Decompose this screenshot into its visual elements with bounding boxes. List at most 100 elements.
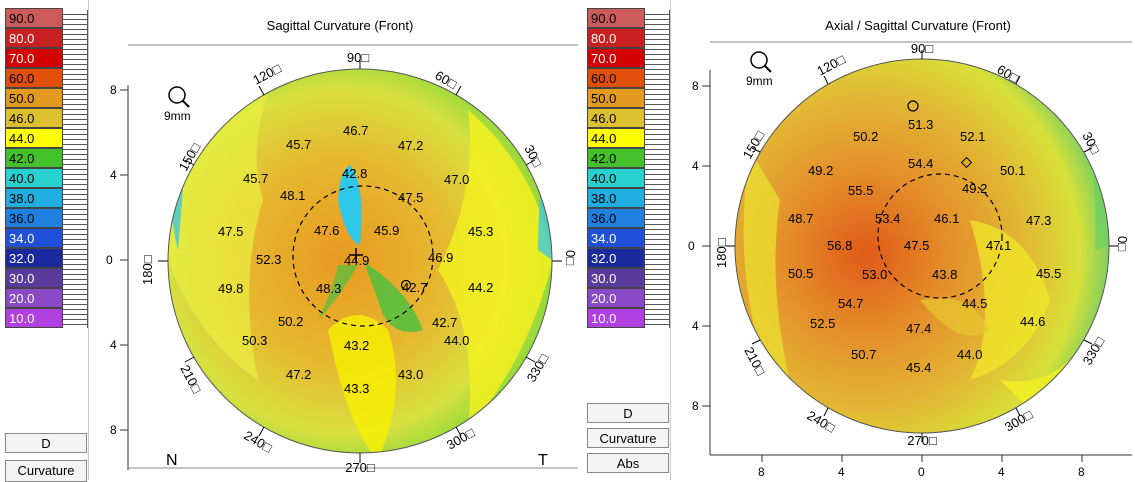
scale-swatch: 34.0 [587,228,645,248]
map-value: 50.2 [278,314,303,329]
scale-swatch: 90.0 [587,8,645,28]
apex-marker-icon [960,156,973,169]
map-value: 48.1 [280,188,305,203]
map-value: 48.3 [316,281,341,296]
map-value: 44.9 [344,253,369,268]
map-value: 43.2 [344,338,369,353]
scale-swatch: 42.0 [587,148,645,168]
scale-swatch: 90.0 [5,8,63,28]
map-value: 45.7 [286,137,311,152]
mode-label[interactable]: Curvature [587,428,669,448]
map-value: 52.1 [960,129,985,144]
map-value: 45.7 [243,171,268,186]
map-value: 50.7 [851,347,876,362]
map-value: 44.0 [957,347,982,362]
map-value: 50.2 [853,129,878,144]
angle-label: 120□ [250,60,283,87]
map-value: 47.5 [218,224,243,239]
scale-swatch: 32.0 [587,248,645,268]
map-value: 50.1 [1000,163,1025,178]
map-value: 47.6 [314,223,339,238]
map-value: 45.5 [1036,266,1061,281]
mode-label[interactable]: Curvature [5,460,87,482]
map-value: 47.1 [986,238,1011,253]
scale-swatch: 50.0 [5,88,63,108]
scale-swatch: 38.0 [5,188,63,208]
map-value: 47.5 [904,238,929,253]
map-value: 47.2 [286,367,311,382]
nasal-label: N [166,452,178,469]
map-value: 47.5 [398,190,423,205]
scale-swatch: 70.0 [587,48,645,68]
x-tick: 8 [1078,465,1085,479]
scale-swatch: 46.0 [587,108,645,128]
map-value: 46.9 [428,250,453,265]
map-value: 43.0 [398,367,423,382]
scale-ladder [645,10,670,328]
map-value: 56.8 [827,238,852,253]
scale-swatch: 20.0 [5,288,63,308]
zoom-icon[interactable] [750,51,772,73]
map-value: 43.8 [932,267,957,282]
map-value: 47.0 [444,172,469,187]
map-value: 49.8 [218,281,243,296]
angle-label: 210□ [741,344,768,377]
y-tick: 0 [688,239,695,253]
angle-label: 90□ [347,50,369,65]
scale-ladder [63,10,88,328]
y-tick: 8 [692,79,699,93]
scale-swatch: 32.0 [5,248,63,268]
scale-swatch: 40.0 [587,168,645,188]
temporal-label: T [538,452,548,469]
x-tick: 8 [758,465,765,479]
map-value: 42.7 [402,280,427,295]
map-value: 53.4 [875,211,900,226]
marker-icon [400,279,412,291]
map-value: 47.3 [1026,213,1051,228]
angle-label: 270□ [345,460,375,475]
abs-label[interactable]: Abs [587,453,669,473]
y-tick: 4 [692,159,699,173]
map-value: 46.1 [934,211,959,226]
zoom-icon[interactable] [168,86,190,108]
map-value: 52.3 [256,252,281,267]
angle-label: 180□ [140,255,155,285]
zoom-label: 9mm [746,74,773,88]
angle-label: 0□ [1115,236,1130,251]
scale-swatch: 44.0 [587,128,645,148]
right-map-panel: Axial / Sagittal Curvature (Front) 8 4 0… [670,0,1132,480]
scale-swatch: 46.0 [5,108,63,128]
scale-swatch: 60.0 [587,68,645,88]
x-tick: 0 [918,465,925,479]
map-value: 50.5 [788,266,813,281]
scale-swatch: 10.0 [587,308,645,328]
angle-label: 240□ [805,408,838,436]
scale-swatch: 42.0 [5,148,63,168]
y-tick: 8 [110,83,117,97]
map-value: 48.7 [788,211,813,226]
angle-label: 0□ [563,250,578,265]
map-value: 43.3 [344,381,369,396]
scale-swatch: 60.0 [5,68,63,88]
map-value: 44.2 [468,280,493,295]
y-tick: 4 [110,338,117,352]
right-map-title: Axial / Sagittal Curvature (Front) [825,18,1011,33]
map-value: 53.0 [862,267,887,282]
y-tick: 0 [106,253,113,267]
scale-swatch: 10.0 [5,308,63,328]
map-value: 45.3 [468,224,493,239]
y-tick: 8 [110,423,117,437]
map-value: 52.5 [810,316,835,331]
y-tick: 8 [692,399,699,413]
x-tick: 4 [998,465,1005,479]
y-tick: 4 [110,168,117,182]
map-value: 42.8 [342,166,367,181]
scale-swatch: 30.0 [5,268,63,288]
angle-label: 180□ [714,238,729,268]
map-value: 54.7 [838,296,863,311]
map-value: 55.5 [848,183,873,198]
y-tick: 4 [692,319,699,333]
map-value: 44.5 [962,296,987,311]
x-tick: 4 [838,465,845,479]
map-value: 51.3 [908,117,933,132]
